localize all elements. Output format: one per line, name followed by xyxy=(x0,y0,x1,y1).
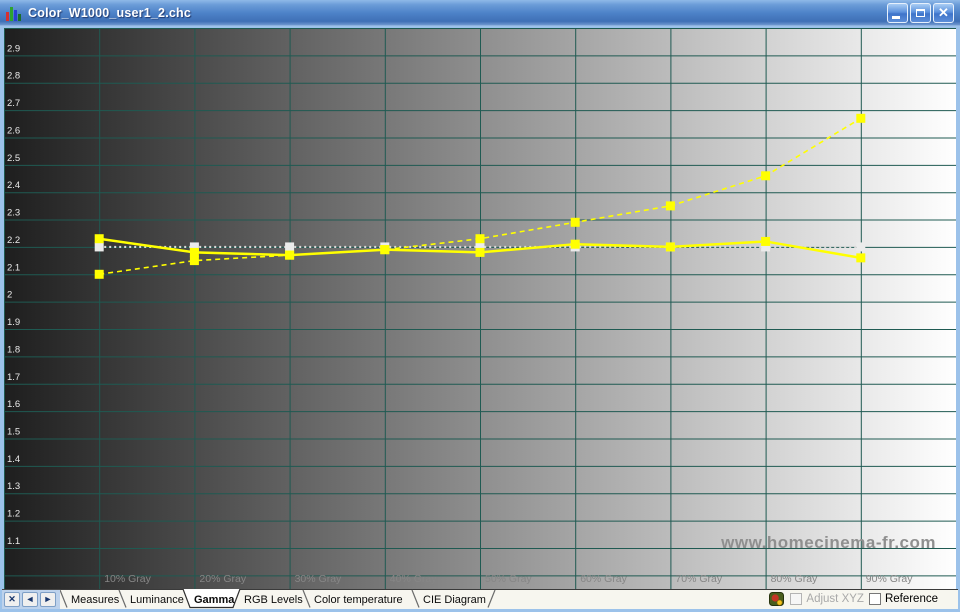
measured-gamma-solid-marker xyxy=(285,250,295,260)
tab-separator xyxy=(411,589,420,608)
tab-cie-diagram[interactable]: CIE Diagram xyxy=(423,594,486,606)
y-tick-label: 2.5 xyxy=(7,153,20,164)
tab-color-temperature[interactable]: Color temperature xyxy=(314,594,403,606)
measured-gamma-solid-marker xyxy=(665,242,675,252)
y-tick-label: 1.4 xyxy=(7,454,20,465)
y-tick-label: 2 xyxy=(7,290,12,301)
window-controls: ✕ xyxy=(887,3,954,23)
close-button[interactable]: ✕ xyxy=(933,3,954,23)
tab-separator-end xyxy=(487,589,496,608)
measured-gamma-solid-marker xyxy=(380,245,390,255)
tab-next-button[interactable]: ► xyxy=(40,592,56,607)
measured-gamma-dashed-marker xyxy=(856,113,866,123)
tab-strip: Measures Luminance Gamma RGB Levels Color te… xyxy=(2,589,958,609)
close-icon: ✕ xyxy=(938,5,949,20)
x-tick-label: 20% Gray xyxy=(199,573,246,585)
x-tick-label: 90% Gray xyxy=(866,573,913,585)
reference-gamma-2.2-marker xyxy=(856,242,866,252)
x-tick-label: 10% Gray xyxy=(104,573,151,585)
tab-bar: Measures Luminance Gamma RGB Levels Color te… xyxy=(2,589,958,609)
measured-gamma-dashed-marker xyxy=(570,217,580,227)
y-tick-label: 2.9 xyxy=(7,43,20,54)
x-tick-label: 40% Gray xyxy=(390,573,437,585)
gamma-chart: 2.9 2.8 2.7 2.6 2.5 2.4 2.3 2.2 2.1 2 1.9 1.8 1.7 1.6… xyxy=(4,28,956,589)
y-tick-label: 1.3 xyxy=(7,481,20,492)
tab-close-button[interactable]: ✕ xyxy=(4,592,20,607)
tab-measures[interactable]: Measures xyxy=(71,594,120,606)
watermark: www.homecinema-fr.com xyxy=(721,533,936,552)
measured-gamma-dashed-marker xyxy=(761,171,771,181)
y-tick-label: 2.3 xyxy=(7,208,20,219)
tab-separator xyxy=(59,589,68,608)
y-tick-label: 2.4 xyxy=(7,180,20,191)
reference-checkbox[interactable] xyxy=(868,593,881,605)
measured-gamma-solid-marker xyxy=(856,253,866,263)
reference-gamma-2.2-marker xyxy=(189,242,199,252)
x-tick-label: 80% Gray xyxy=(771,573,818,585)
reference-gamma-2.2-marker xyxy=(94,242,104,252)
rgb-bars-app-icon xyxy=(6,6,23,21)
active-tab-outline xyxy=(182,589,241,609)
measured-gamma-dashed-marker xyxy=(475,234,485,244)
reference-gamma-2.2-marker xyxy=(475,242,485,252)
tab-gamma[interactable]: Gamma xyxy=(194,594,235,606)
adjust-xyz-label: Adjust XYZ xyxy=(806,593,864,605)
tab-nav: ✕ ◄ ► xyxy=(2,589,60,609)
tab-separator xyxy=(118,589,127,608)
measured-gamma-dashed-marker xyxy=(189,256,199,266)
gamma-chart-plot: 2.9 2.8 2.7 2.6 2.5 2.4 2.3 2.2 2.1 2 1.9 1.8 1.7 1.6… xyxy=(4,28,956,589)
y-tick-label: 1.9 xyxy=(7,317,20,328)
minimize-icon xyxy=(892,16,900,19)
measured-gamma-dashed-marker xyxy=(94,269,104,279)
y-tick-label: 1.1 xyxy=(7,536,20,547)
y-tick-label: 1.8 xyxy=(7,344,20,355)
measured-gamma-solid-marker xyxy=(761,236,771,246)
adjust-xyz-control: Adjust XYZ xyxy=(790,593,864,605)
measured-gamma-dashed-marker xyxy=(665,201,675,211)
measured-gamma-solid-marker xyxy=(189,247,199,257)
adjust-xyz-checkbox xyxy=(790,593,803,605)
maximize-button[interactable] xyxy=(910,3,931,23)
reference-gamma-2.2-marker xyxy=(761,242,771,252)
measured-gamma-solid-marker xyxy=(570,239,580,249)
y-tick-label: 1.2 xyxy=(7,509,20,520)
reference-gamma-2.2-marker xyxy=(285,242,295,252)
measured-gamma-solid-marker xyxy=(94,234,104,244)
x-tick-label: 50% Gray xyxy=(485,573,532,585)
tab-rgb-levels[interactable]: RGB Levels xyxy=(244,594,303,606)
y-tick-label: 1.7 xyxy=(7,372,20,383)
y-tick-label: 2.6 xyxy=(7,125,20,136)
y-tick-label: 1.6 xyxy=(7,399,20,410)
reference-control: Reference xyxy=(868,593,938,605)
reference-label: Reference xyxy=(884,593,938,605)
y-tick-label: 2.8 xyxy=(7,71,20,82)
tab-luminance[interactable]: Luminance xyxy=(130,594,184,606)
status-controls: Adjust XYZ Reference xyxy=(769,590,938,608)
y-tick-label: 1.5 xyxy=(7,426,20,437)
sensor-icon xyxy=(769,591,785,606)
maximize-icon xyxy=(916,9,925,17)
y-tick-label: 2.7 xyxy=(7,98,20,109)
x-tick-label: 70% Gray xyxy=(675,573,722,585)
window-title: Color_W1000_user1_2.chc xyxy=(28,6,192,20)
y-tick-label: 2.1 xyxy=(7,262,20,273)
active-tab-shape xyxy=(183,589,240,608)
minimize-button[interactable] xyxy=(887,3,908,23)
measured-gamma-solid-marker xyxy=(475,247,485,257)
tab-prev-button[interactable]: ◄ xyxy=(22,592,38,607)
x-tick-label: 60% Gray xyxy=(580,573,627,585)
tab-separator xyxy=(302,589,311,608)
y-tick-label: 2.2 xyxy=(7,235,20,246)
titlebar[interactable]: Color_W1000_user1_2.chc ✕ xyxy=(0,0,960,26)
x-tick-label: 30% Gray xyxy=(295,573,342,585)
